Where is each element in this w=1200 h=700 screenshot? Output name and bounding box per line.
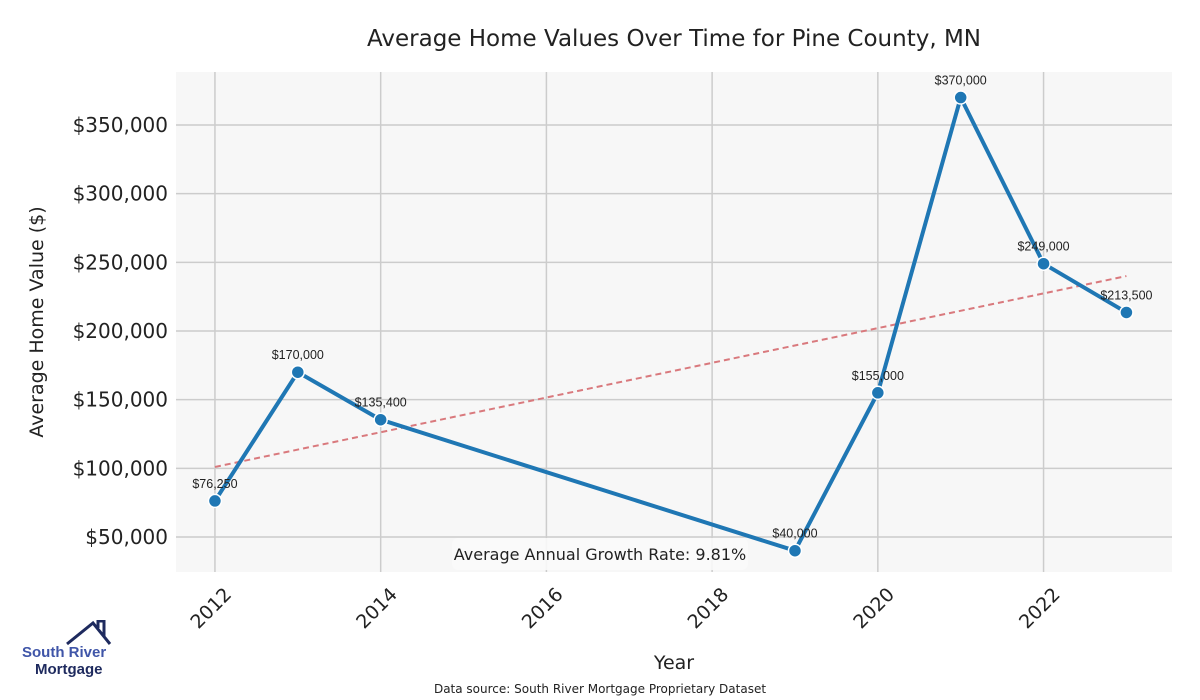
data-point: [870, 385, 886, 401]
series-line: [213, 95, 1128, 553]
y-tick-label: $200,000: [73, 319, 168, 343]
x-axis-label: Year: [653, 652, 694, 674]
x-tick-label: 2022: [1015, 584, 1065, 634]
y-axis-label: Average Home Value ($): [26, 206, 48, 437]
chart-title: Average Home Values Over Time for Pine C…: [367, 26, 981, 52]
data-label: $40,000: [772, 527, 817, 541]
y-tick-label: $50,000: [85, 525, 168, 549]
source-note: Data source: South River Mortgage Propri…: [434, 682, 766, 696]
y-tick-label: $150,000: [73, 388, 168, 412]
growth-rate-annotation: Average Annual Growth Rate: 9.81%: [454, 545, 746, 564]
data-point: [290, 364, 306, 380]
data-label: $170,000: [272, 348, 324, 362]
annotation-box: [452, 538, 748, 570]
x-tick-label: 2014: [352, 584, 402, 634]
x-tick-label: 2020: [849, 584, 899, 634]
x-tick-label: 2018: [684, 584, 734, 634]
data-point: [787, 543, 803, 558]
y-tick-label: $300,000: [73, 182, 168, 206]
data-point: [1119, 305, 1134, 320]
data-label: $249,000: [1017, 240, 1069, 254]
logo-line1: South River: [22, 644, 107, 661]
y-tick-label: $350,000: [73, 113, 168, 137]
data-label: $370,000: [935, 74, 987, 88]
data-label: $213,500: [1100, 288, 1152, 302]
data-label: $155,000: [852, 369, 904, 383]
data-label: $135,400: [355, 396, 407, 410]
south-river-mortgage-logo: South River Mortgage: [22, 620, 114, 680]
logo-line2: Mortgage: [35, 661, 103, 678]
x-tick-label: 2016: [518, 584, 568, 634]
x-tick-label: 2012: [186, 584, 236, 634]
trend-line: [214, 275, 1127, 468]
data-point: [373, 412, 388, 427]
data-point: [953, 90, 968, 105]
plot-area: [176, 72, 1172, 572]
data-point: [1036, 256, 1051, 271]
y-tick-label: $250,000: [73, 250, 168, 274]
house-roof-icon: [66, 620, 112, 646]
data-label: $76,250: [192, 477, 237, 491]
data-point: [207, 493, 223, 509]
y-tick-label: $100,000: [73, 456, 168, 480]
